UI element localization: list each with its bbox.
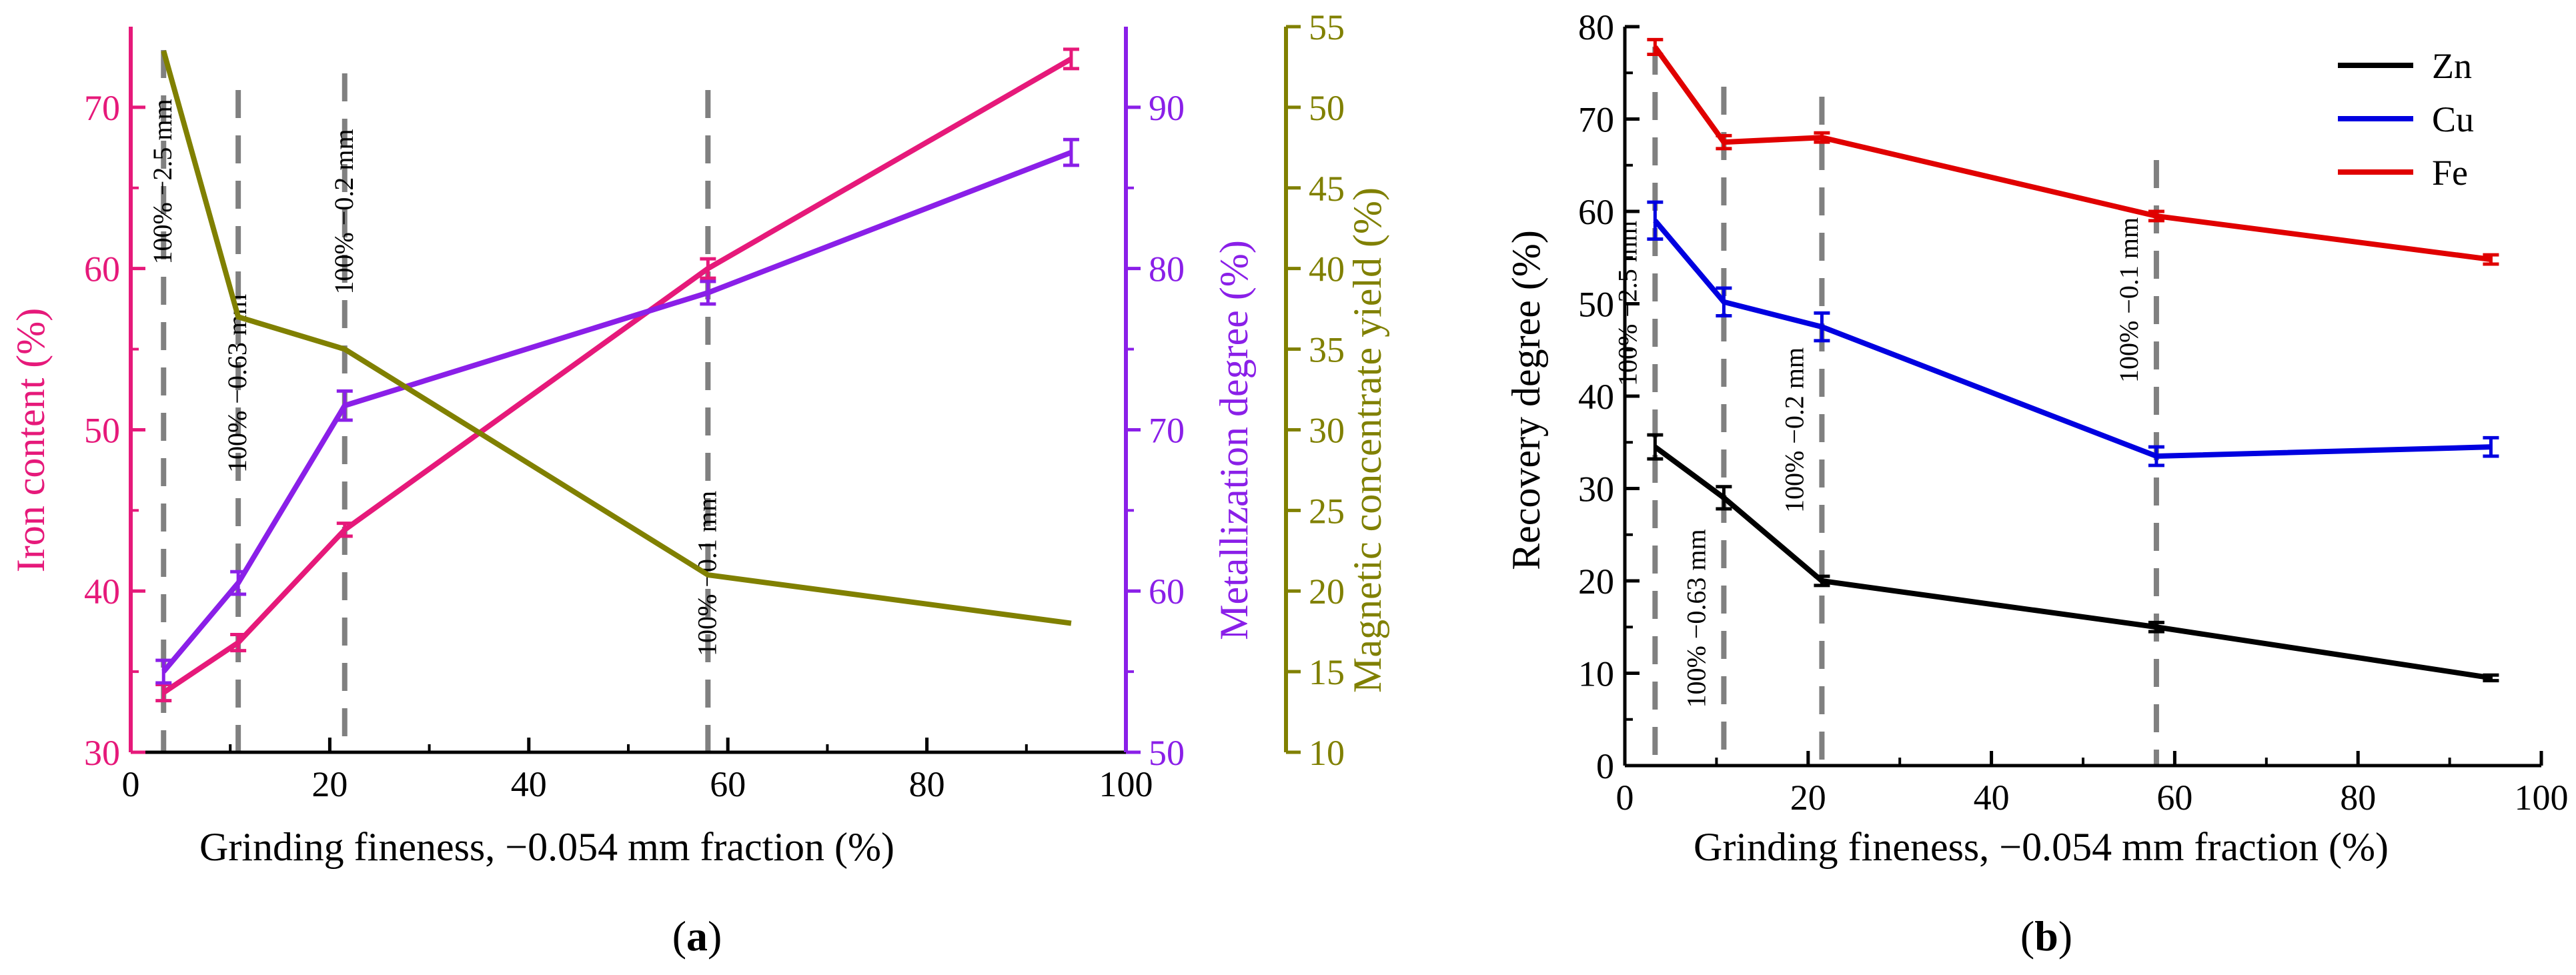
- chart-b-y-tick-label: 70: [1578, 100, 1614, 140]
- chart-a-iron-tick-label: 30: [84, 733, 120, 773]
- chart-b-y-tick-label: 20: [1578, 562, 1614, 602]
- chart-b-x-tick-label: 80: [2340, 778, 2376, 818]
- chart-a-yield-tick-label: 40: [1309, 249, 1345, 289]
- chart-a-metal-tick-label: 90: [1149, 88, 1185, 128]
- chart-b-x-tick-label: 40: [1974, 778, 2010, 818]
- chart-b-y-axis-title: Recovery degree (%): [1504, 230, 1548, 570]
- chart-b-y-tick-label: 60: [1578, 192, 1614, 232]
- chart-a-yield-tick-label: 25: [1309, 491, 1345, 531]
- chart-a-marker-label: 100% −2.5 mm: [147, 99, 177, 264]
- chart-b-panel-label: (b): [2020, 912, 2072, 960]
- chart-b-y-tick-label: 50: [1578, 285, 1614, 325]
- chart-a-iron-axis-title: Iron content (%): [9, 308, 53, 573]
- chart-a-iron-tick-label: 60: [84, 249, 120, 289]
- chart-a-yield-tick-label: 55: [1309, 7, 1345, 47]
- chart-a-yield-tick-label: 35: [1309, 330, 1345, 370]
- chart-a-metal-tick-label: 50: [1149, 733, 1185, 773]
- chart-b-x-tick-label: 60: [2156, 778, 2192, 818]
- chart-a-panel-label: (a): [672, 912, 722, 960]
- chart-a-x-tick-label: 100: [1099, 764, 1153, 804]
- chart-a-x-tick-label: 20: [311, 764, 348, 804]
- chart-b-legend-label-zn: Zn: [2432, 46, 2472, 86]
- chart-b-marker-label: 100% −0.1 mm: [2114, 217, 2144, 383]
- chart-a-iron-tick-label: 70: [84, 88, 120, 128]
- chart-a-yield-tick-label: 20: [1309, 572, 1345, 612]
- chart-b-y-tick-label: 0: [1596, 746, 1614, 786]
- chart-b-marker-label: 100% −0.63 mm: [1681, 529, 1711, 708]
- svg-text:(a): (a): [672, 912, 722, 960]
- chart-a-yield-tick-label: 30: [1309, 410, 1345, 450]
- chart-a-yield-tick-label: 15: [1309, 652, 1345, 692]
- chart-a-metal-tick-label: 80: [1149, 249, 1185, 289]
- chart-a-x-tick-label: 60: [710, 764, 746, 804]
- chart-a-iron-tick-label: 40: [84, 572, 120, 612]
- chart-b-y-tick-label: 80: [1578, 7, 1614, 47]
- chart-b-x-axis-title: Grinding fineness, −0.054 mm fraction (%…: [1694, 825, 2389, 869]
- chart-a-metallization-axis-title: Metallization degree (%): [1212, 240, 1256, 640]
- chart-a-yield-tick-label: 10: [1309, 733, 1345, 773]
- chart-a-yield-axis-title: Magnetic concentrate yield (%): [1345, 187, 1389, 693]
- chart-a-metal-tick-label: 60: [1149, 572, 1185, 612]
- chart-b-y-tick-label: 30: [1578, 469, 1614, 510]
- chart-a-iron-tick-label: 50: [84, 410, 120, 450]
- chart-b-marker-label: 100% −0.2 mm: [1779, 347, 1809, 513]
- chart-b-x-tick-label: 100: [2515, 778, 2569, 818]
- chart-a-metal-tick-label: 70: [1149, 410, 1185, 450]
- chart-b-x-tick-label: 0: [1616, 778, 1634, 818]
- chart-a-x-tick-label: 40: [511, 764, 547, 804]
- chart-a-yield-tick-label: 50: [1309, 88, 1345, 128]
- chart-a-marker-label: 100% −0.63 mm: [222, 294, 252, 473]
- chart-b-legend-label-cu: Cu: [2432, 99, 2474, 139]
- chart-b-legend: Zn Cu Fe: [2338, 46, 2474, 193]
- chart-a-x-tick-label: 0: [122, 764, 140, 804]
- chart-a-x-tick-label: 80: [909, 764, 945, 804]
- chart-b-x-tick-label: 20: [1790, 778, 1826, 818]
- chart-a-yield-tick-label: 45: [1309, 169, 1345, 209]
- svg-text:(b): (b): [2020, 912, 2072, 960]
- chart-b-y-tick-label: 40: [1578, 377, 1614, 417]
- chart-a-marker-label: 100% −0.2 mm: [329, 129, 359, 294]
- chart-a-series-yield: [161, 50, 1072, 626]
- chart-b-legend-label-fe: Fe: [2432, 153, 2468, 193]
- chart-b-y-tick-label: 10: [1578, 654, 1614, 694]
- chart-a-x-axis-title: Grinding fineness, −0.054 mm fraction (%…: [199, 825, 894, 869]
